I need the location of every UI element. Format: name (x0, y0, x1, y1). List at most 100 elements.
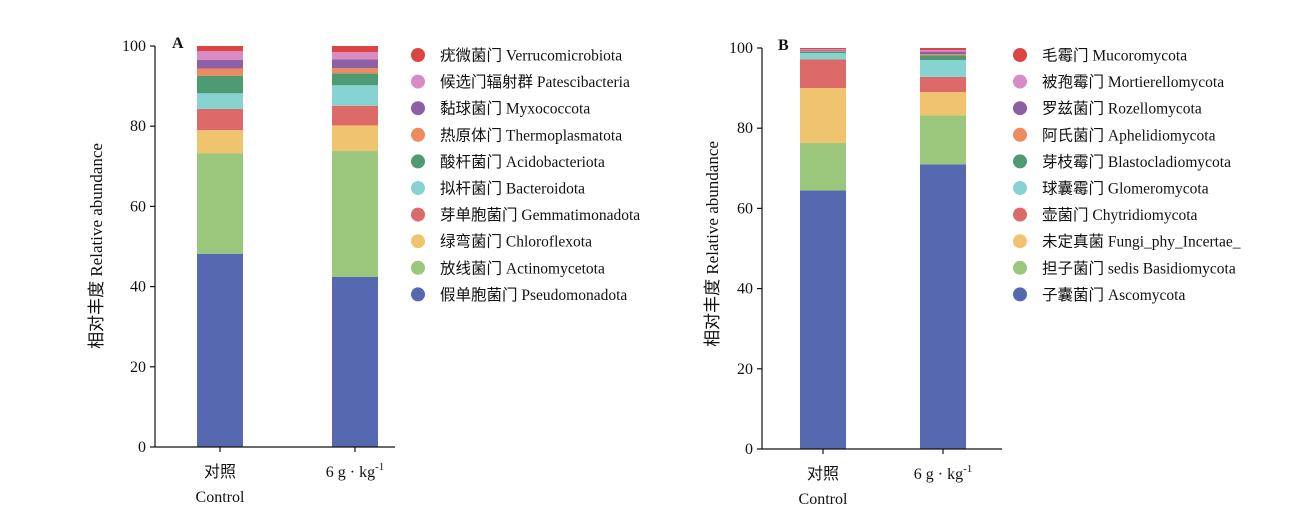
bar-segment (197, 68, 243, 76)
bar-segment (800, 59, 846, 89)
legend-label: 子囊菌门 Ascomycota (1042, 286, 1185, 304)
bar-segment (332, 151, 378, 277)
bar-segment (332, 59, 378, 69)
y-axis-label: 相对丰度 Relative abundance (87, 143, 106, 349)
legend-label: 芽单胞菌门 Gemmatimonadota (440, 206, 640, 224)
bar-segment (197, 46, 243, 52)
bar-segment (920, 92, 966, 116)
legend-marker (1013, 74, 1027, 89)
x-tick-label-main: 6 g · kg (326, 464, 375, 481)
bar-segment (197, 108, 243, 131)
y-tick-label: 40 (130, 279, 146, 296)
bar-segment (920, 55, 966, 61)
x-tick-label-sup: -1 (963, 463, 972, 475)
legend-marker (411, 127, 425, 142)
bar-segment (800, 50, 846, 51)
legend-label: 热原体门 Thermoplasmatota (440, 126, 622, 144)
legend-label: 罗兹菌门 Rozellomycota (1042, 100, 1202, 118)
bar-segment (197, 60, 243, 69)
legend-label: 阿氏菌门 Aphelidiomycota (1042, 126, 1216, 144)
x-tick-label-main: 6 g · kg (914, 466, 963, 483)
x-tick-label-sub: Control (196, 489, 245, 506)
legend-label: 未定真菌 Fungi_phy_Incertae_ (1042, 233, 1241, 251)
x-tick-label-main: 对照 (807, 465, 839, 483)
panel-a: 0 20 40 60 80 100 对照 Control 6 g · kg-1 相对丰度 Rela… (87, 35, 640, 506)
legend-label: 拟杆菌门 Bacteroidota (440, 180, 585, 198)
bar-segment (332, 85, 378, 106)
panel-b: 0 20 40 60 80 100 对照 Control 6 g · kg-1 相对丰度 Rela… (703, 37, 1241, 508)
panel-label: A (172, 35, 184, 52)
y-tick-label: 100 (122, 38, 146, 55)
bar-segment (800, 88, 846, 144)
x-tick-label-sub: Control (799, 491, 848, 508)
bar-segment (197, 75, 243, 94)
bar-segment (197, 253, 243, 447)
y-tick-label: 20 (130, 359, 146, 376)
bar-segment (332, 52, 378, 60)
legend-label: 壶菌门 Chytridiomycota (1042, 206, 1198, 224)
legend-label: 被孢霉门 Mortierellomycota (1042, 73, 1224, 91)
y-tick-label: 40 (737, 281, 753, 298)
legend-label: 放线菌门 Actinomycetota (440, 259, 605, 277)
bar-segment (920, 164, 966, 450)
y-tick-label: 0 (138, 439, 146, 456)
y-tick-label: 60 (737, 200, 753, 217)
bar-segment (332, 105, 378, 126)
legend-marker (411, 48, 425, 62)
panel-label: B (778, 37, 789, 54)
y-tick-label: 0 (745, 441, 753, 458)
legend-marker (411, 207, 425, 222)
legend-label: 绿弯菌门 Chloroflexota (440, 233, 592, 251)
legend-marker (1013, 207, 1027, 222)
x-tick-label-sup: -1 (375, 461, 384, 473)
legend-marker (411, 101, 425, 116)
legend-marker (411, 74, 425, 89)
legend-marker (1013, 181, 1027, 195)
legend-label: 球囊霉门 Glomeromycota (1042, 180, 1209, 198)
bar-segment (920, 51, 966, 55)
bar-segment (332, 276, 378, 447)
y-tick-label: 20 (737, 361, 753, 378)
legend-marker (1013, 260, 1027, 275)
legend-marker (1013, 127, 1027, 142)
y-axis-label: 相对丰度 Relative abundance (703, 141, 722, 347)
legend-label: 黏球菌门 Myxococcota (440, 100, 590, 118)
legend-marker (411, 287, 425, 302)
bar-segment (920, 76, 966, 93)
bar-segment (800, 51, 846, 54)
legend-marker (411, 154, 425, 169)
legend-label: 疣微菌门 Verrucomicrobiota (440, 47, 622, 65)
y-tick-label: 80 (737, 120, 753, 137)
bar-segment (920, 48, 966, 51)
x-tick-label: 6 g · kg-1 (326, 461, 385, 481)
legend-marker (1013, 287, 1027, 302)
y-tick-label: 60 (130, 198, 146, 215)
bar-segment (920, 60, 966, 77)
legend-label: 候选门辐射群 Patescibacteria (440, 73, 630, 91)
x-tick-label-main: 对照 (204, 463, 236, 481)
y-tick-label: 80 (130, 118, 146, 135)
bar-segment (800, 49, 846, 51)
bar-segment (800, 53, 846, 60)
y-tick-label: 100 (729, 40, 753, 57)
bar-segment (800, 143, 846, 191)
bar-segment (332, 46, 378, 53)
x-tick-label: 对照 (807, 465, 839, 483)
bar-segment (920, 115, 966, 165)
bar-segment (197, 130, 243, 154)
legend-marker (1013, 48, 1027, 62)
bar-segment (920, 50, 966, 52)
legend-marker (411, 234, 425, 249)
bar-segment (920, 54, 966, 56)
legend-label: 假单胞菌门 Pseudomonadota (440, 286, 627, 304)
x-tick-label: 6 g · kg-1 (914, 463, 973, 483)
bar-segment (800, 190, 846, 450)
legend-label: 担子菌门 sedis Basidiomycota (1042, 259, 1236, 277)
bar-segment (800, 50, 846, 52)
legend-marker (411, 260, 425, 275)
bar-segment (197, 93, 243, 109)
legend-marker (1013, 101, 1027, 116)
legend-label: 酸杆菌门 Acidobacteriota (440, 153, 605, 171)
bar-segment (197, 51, 243, 61)
